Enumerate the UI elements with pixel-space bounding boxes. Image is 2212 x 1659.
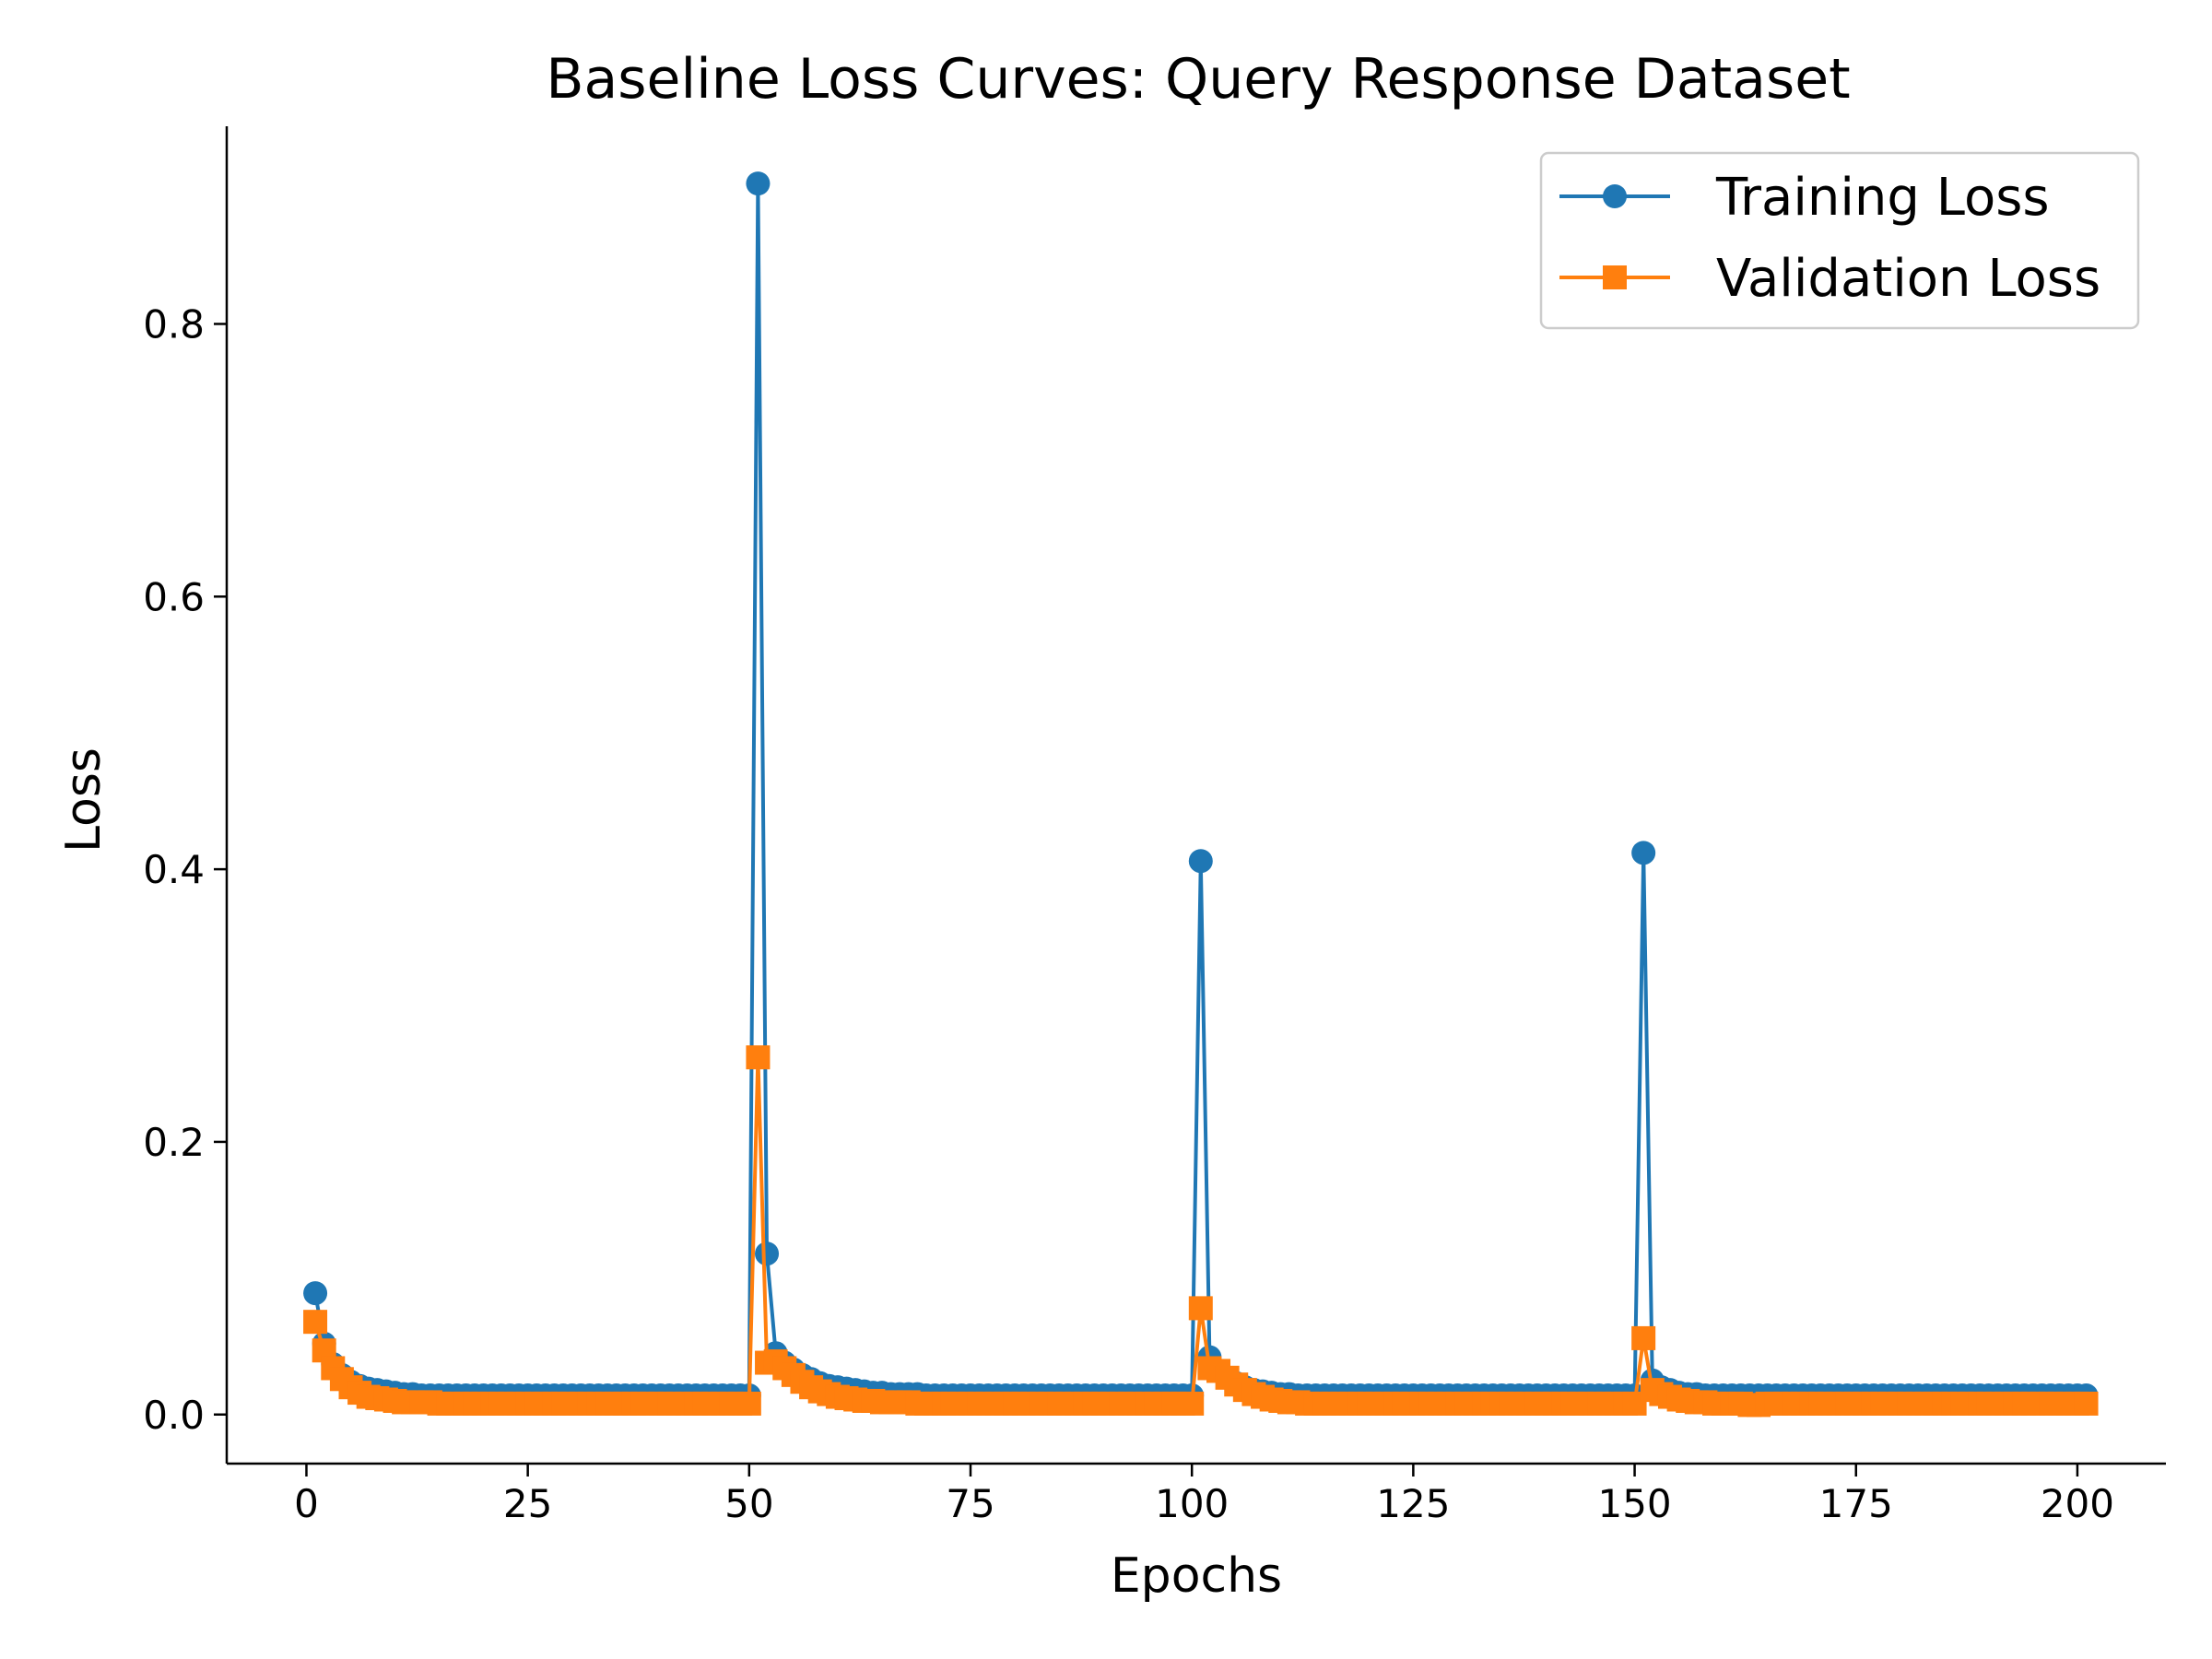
training-loss-point bbox=[755, 1241, 780, 1266]
validation-loss-point bbox=[1631, 1325, 1656, 1350]
legend-validation-marker bbox=[1603, 265, 1627, 289]
y-tick-label: 0.4 bbox=[143, 847, 205, 892]
y-tick-label: 0.2 bbox=[143, 1120, 205, 1165]
x-axis-label: Epochs bbox=[1111, 1548, 1282, 1604]
legend-validation-label: Validation Loss bbox=[1716, 249, 2100, 309]
legend-box bbox=[1539, 151, 2140, 330]
x-tick-label: 50 bbox=[724, 1481, 773, 1526]
x-ticks: 0 25 50 75 100 125 150 175 200 bbox=[294, 1464, 2114, 1526]
training-loss-point bbox=[746, 171, 771, 196]
y-ticks: 0.0 0.2 0.4 0.6 0.8 bbox=[143, 301, 227, 1438]
x-tick-label: 175 bbox=[1819, 1481, 1893, 1526]
validation-loss-point bbox=[2074, 1391, 2099, 1416]
x-tick-label: 125 bbox=[1376, 1481, 1450, 1526]
validation-loss-series bbox=[303, 1045, 2099, 1418]
y-tick-label: 0.8 bbox=[143, 301, 205, 347]
validation-loss-point bbox=[746, 1045, 771, 1070]
chart-title: Baseline Loss Curves: Query Response Dat… bbox=[546, 47, 1850, 112]
legend-training-marker bbox=[1603, 184, 1627, 208]
training-loss-point bbox=[303, 1281, 328, 1306]
x-tick-label: 25 bbox=[503, 1481, 552, 1526]
legend-training-label: Training Loss bbox=[1715, 168, 2050, 228]
training-loss-point bbox=[1631, 841, 1656, 865]
validation-loss-point bbox=[736, 1391, 761, 1416]
plot-series bbox=[303, 171, 2099, 1418]
y-tick-label: 0.6 bbox=[143, 574, 205, 619]
x-tick-label: 150 bbox=[1597, 1481, 1671, 1526]
y-axis-label: Loss bbox=[56, 747, 112, 853]
validation-loss-point bbox=[303, 1310, 328, 1335]
legend: Training Loss Validation Loss bbox=[1539, 151, 2140, 330]
x-tick-label: 100 bbox=[1155, 1481, 1229, 1526]
x-tick-label: 0 bbox=[294, 1481, 319, 1526]
training-loss-point bbox=[1188, 849, 1213, 874]
validation-loss-point bbox=[1180, 1391, 1205, 1416]
x-tick-label: 200 bbox=[2041, 1481, 2114, 1526]
y-tick-label: 0.0 bbox=[143, 1393, 205, 1438]
x-tick-label: 75 bbox=[946, 1481, 994, 1526]
validation-loss-point bbox=[1188, 1296, 1213, 1321]
